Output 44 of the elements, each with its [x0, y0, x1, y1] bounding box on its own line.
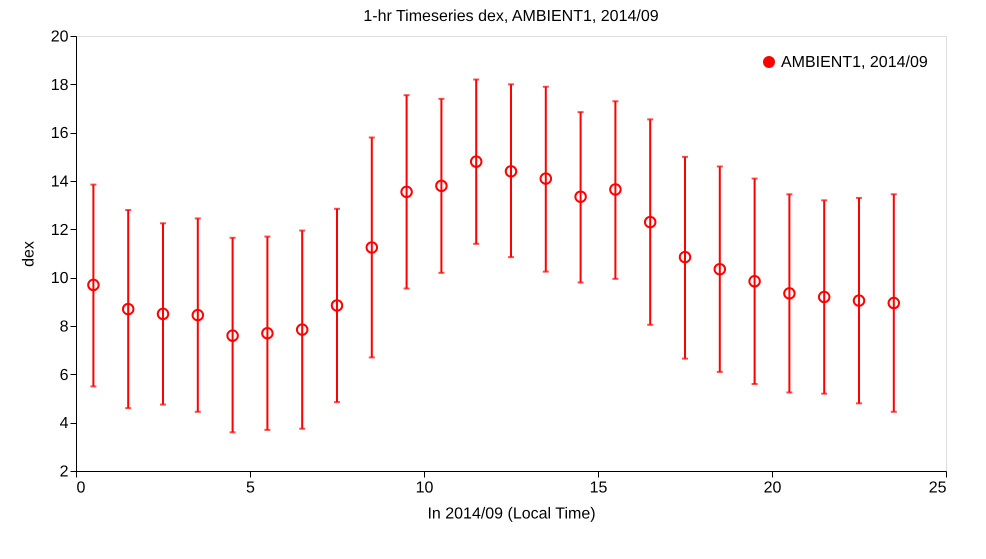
y-tick-label: 12: [50, 222, 69, 239]
point: [366, 241, 378, 254]
y-axis-title: dex: [20, 241, 38, 267]
x-tick-label: 5: [246, 480, 256, 496]
point: [783, 287, 796, 300]
chart-title: 1-hr Timeseries dex, AMBIENT1, 2014/09: [363, 8, 659, 25]
point: [192, 308, 204, 322]
point: [122, 302, 134, 316]
point: [435, 180, 448, 192]
x-tick-label: 15: [590, 480, 608, 496]
point: [156, 308, 170, 320]
x-axis-title: In 2014/09 (Local Time): [427, 506, 596, 522]
y-tick-label: 8: [60, 318, 69, 336]
point: [330, 299, 344, 312]
point: [296, 323, 308, 336]
x-tick-label: 20: [764, 480, 782, 496]
x-tick-label: 0: [76, 480, 86, 496]
y-tick-label: 10: [50, 270, 69, 288]
point: [818, 290, 830, 304]
y-tick-label: 16: [50, 125, 69, 142]
point: [400, 186, 413, 198]
point: [609, 183, 622, 196]
y-tick-label: 6: [60, 366, 69, 384]
point: [540, 172, 552, 185]
x-tick-label: 10: [416, 480, 434, 496]
y-tick-label: 2: [60, 464, 69, 480]
point: [748, 275, 761, 288]
point: [504, 165, 518, 178]
legend-label: AMBIENT1, 2014/09: [781, 54, 928, 71]
y-tick-label: 14: [50, 174, 69, 190]
x-tick-label: 25: [928, 480, 947, 496]
y-tick-label: 20: [50, 28, 69, 46]
point: [470, 155, 482, 168]
y-tick-label: 4: [60, 415, 69, 432]
point: [87, 278, 100, 292]
y-tick-label: 18: [50, 76, 69, 94]
point: [644, 216, 656, 228]
point: [226, 329, 239, 342]
point: [888, 296, 900, 310]
point: [714, 262, 726, 276]
point: [261, 327, 274, 340]
point: [678, 250, 692, 264]
point: [852, 294, 866, 307]
point: [574, 190, 587, 203]
